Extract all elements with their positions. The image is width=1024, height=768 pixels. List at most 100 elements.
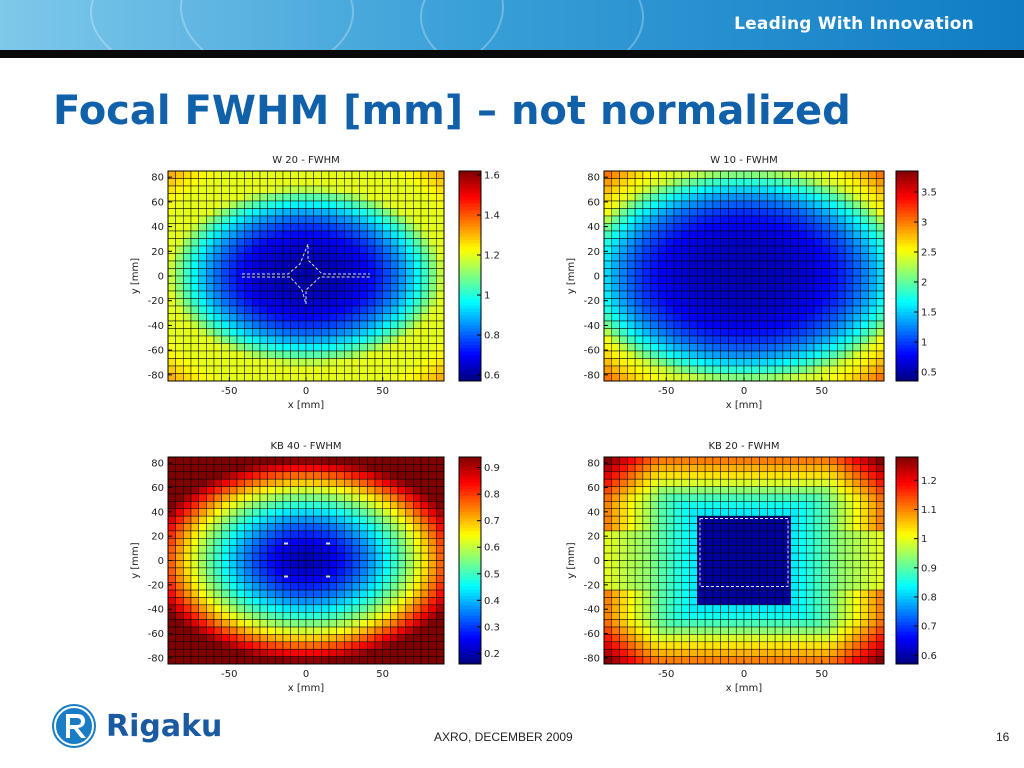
heatmap-cell bbox=[790, 253, 799, 262]
heatmap-cell bbox=[813, 552, 823, 561]
heatmap-cell bbox=[782, 245, 791, 254]
heatmap-cell bbox=[236, 560, 245, 569]
heatmap-cell bbox=[305, 508, 314, 517]
heatmap-cell bbox=[774, 486, 784, 495]
y-tick-label: 80 bbox=[587, 459, 600, 470]
heatmap-cell bbox=[665, 552, 675, 561]
heatmap-cell bbox=[229, 552, 238, 561]
colorbar-segment bbox=[896, 615, 918, 620]
heatmap-cell bbox=[244, 530, 253, 539]
heatmap-cell bbox=[728, 343, 737, 352]
heatmap-cell bbox=[190, 358, 199, 367]
heatmap-cell bbox=[743, 530, 753, 539]
heatmap-cell bbox=[290, 530, 299, 539]
heatmap-cell bbox=[821, 523, 830, 532]
heatmap-cell bbox=[390, 515, 399, 524]
heatmap-cell bbox=[689, 656, 698, 665]
heatmap-panel: KB 40 - FWHM-50 0 50806040200-20-40-60-80x… bbox=[130, 441, 500, 694]
heatmap-cell bbox=[611, 486, 620, 495]
colorbar-segment bbox=[459, 515, 481, 519]
heatmap-cell bbox=[190, 619, 199, 628]
heatmap-cell bbox=[244, 305, 253, 314]
heatmap-cell bbox=[751, 365, 760, 374]
heatmap-cell bbox=[236, 478, 245, 487]
heatmap-cell bbox=[275, 456, 284, 465]
heatmap-cell bbox=[634, 350, 644, 359]
heatmap-cell bbox=[767, 260, 776, 269]
colorbar-segment bbox=[459, 321, 481, 326]
heatmap-cell bbox=[837, 290, 846, 299]
x-tick-label: 0 bbox=[741, 669, 747, 680]
heatmap-cell bbox=[221, 238, 230, 247]
heatmap-cell bbox=[390, 215, 399, 224]
heatmap-cell bbox=[860, 575, 869, 583]
heatmap-cell bbox=[229, 200, 238, 209]
heatmap-cell bbox=[751, 170, 760, 179]
heatmap-cell bbox=[221, 373, 230, 382]
heatmap-cell bbox=[290, 373, 299, 382]
heatmap-cell bbox=[860, 582, 869, 591]
heatmap-cell bbox=[790, 185, 799, 194]
heatmap-cell bbox=[428, 185, 437, 194]
heatmap-cell bbox=[321, 560, 330, 569]
heatmap-cell bbox=[743, 538, 753, 546]
heatmap-cell bbox=[868, 335, 877, 344]
heatmap-cell bbox=[689, 245, 698, 254]
heatmap-cell bbox=[206, 313, 215, 322]
heatmap-cell bbox=[650, 298, 659, 307]
heatmap-cell bbox=[712, 230, 721, 239]
heatmap-cell bbox=[868, 313, 877, 322]
heatmap-cell bbox=[267, 508, 276, 517]
heatmap-cell bbox=[336, 619, 345, 628]
heatmap-cell bbox=[313, 501, 322, 509]
heatmap-cell bbox=[190, 589, 199, 598]
heatmap-cell bbox=[367, 320, 376, 329]
heatmap-cell bbox=[837, 486, 846, 495]
heatmap-cell bbox=[759, 268, 768, 277]
heatmap-cell bbox=[782, 320, 791, 329]
heatmap-cell bbox=[743, 626, 753, 635]
heatmap-cell bbox=[852, 208, 861, 217]
heatmap-cell bbox=[798, 193, 807, 202]
heatmap-cell bbox=[420, 619, 429, 628]
heatmap-cell bbox=[275, 656, 284, 665]
heatmap-cell bbox=[275, 253, 284, 262]
heatmap-cell bbox=[305, 343, 314, 352]
heatmap-cell bbox=[282, 523, 291, 532]
heatmap-cell bbox=[697, 538, 706, 546]
heatmap-cell bbox=[813, 515, 823, 524]
heatmap-cell bbox=[774, 335, 784, 344]
heatmap-cell bbox=[275, 515, 284, 524]
colorbar-segment bbox=[459, 486, 481, 490]
heatmap-cell bbox=[290, 185, 299, 194]
heatmap-cell bbox=[875, 343, 885, 352]
heatmap-cell bbox=[428, 478, 437, 487]
heatmap-cell bbox=[728, 298, 737, 307]
heatmap-cell bbox=[665, 486, 675, 495]
heatmap-cell bbox=[167, 335, 176, 344]
heatmap-cell bbox=[611, 515, 620, 524]
heatmap-cell bbox=[305, 634, 314, 643]
heatmap-cell bbox=[868, 350, 877, 359]
heatmap-cell bbox=[837, 268, 846, 277]
heatmap-cell bbox=[790, 530, 799, 539]
heatmap-cell bbox=[837, 530, 846, 539]
heatmap-cell bbox=[611, 245, 620, 254]
heatmap-cell bbox=[759, 619, 768, 628]
heatmap-cell bbox=[860, 478, 869, 487]
heatmap-cell bbox=[259, 545, 268, 554]
heatmap-cell bbox=[351, 320, 360, 329]
heatmap-cell bbox=[611, 604, 620, 613]
heatmap-cell bbox=[619, 641, 628, 650]
heatmap-cell bbox=[634, 493, 644, 502]
heatmap-cell bbox=[681, 493, 690, 502]
heatmap-cell bbox=[420, 597, 429, 606]
heatmap-cell bbox=[805, 634, 815, 643]
heatmap-cell bbox=[689, 185, 698, 194]
colorbar-segment bbox=[459, 605, 481, 610]
heatmap-cell bbox=[351, 486, 360, 495]
colorbar-segment bbox=[459, 638, 481, 642]
heatmap-cell bbox=[627, 567, 636, 576]
heatmap-cell bbox=[875, 634, 885, 643]
heatmap-cell bbox=[774, 501, 784, 509]
